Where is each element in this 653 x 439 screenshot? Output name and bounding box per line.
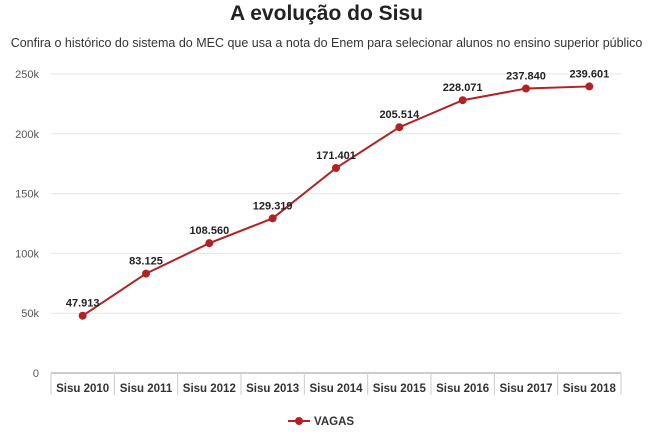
data-point[interactable] bbox=[458, 96, 467, 105]
chart-subtitle: Confira o histórico do sistema do MEC qu… bbox=[10, 36, 643, 50]
data-point[interactable] bbox=[395, 123, 404, 132]
y-tick-label: 0 bbox=[33, 368, 39, 380]
data-point[interactable] bbox=[78, 311, 87, 320]
y-tick-label: 100k bbox=[15, 248, 39, 260]
data-point[interactable] bbox=[142, 269, 150, 278]
data-point[interactable] bbox=[268, 214, 277, 223]
data-label: 239.601 bbox=[569, 68, 609, 80]
data-label: 205.514 bbox=[379, 109, 420, 121]
data-label: 228.071 bbox=[443, 82, 483, 94]
x-tick-label: Sisu 2015 bbox=[373, 383, 427, 395]
legend[interactable]: VAGAS bbox=[288, 416, 354, 428]
y-tick-label: 250k bbox=[15, 69, 39, 81]
series-line bbox=[82, 85, 590, 317]
x-tick-label: Sisu 2011 bbox=[120, 383, 173, 395]
legend-label: VAGAS bbox=[314, 416, 354, 428]
data-label: 129.319 bbox=[253, 200, 293, 212]
x-tick-label: Sisu 2016 bbox=[436, 383, 489, 395]
x-tick-label: Sisu 2010 bbox=[56, 383, 109, 395]
data-point[interactable] bbox=[332, 164, 340, 173]
legend-marker-icon bbox=[295, 417, 303, 425]
series-vagas bbox=[78, 82, 594, 320]
x-axis: Sisu 2010 Sisu 2011 Sisu 2012 Sisu 2013 Sisu… bbox=[50, 372, 622, 395]
data-label: 108.560 bbox=[189, 225, 229, 237]
data-point[interactable] bbox=[205, 239, 214, 248]
x-tick-label: Sisu 2013 bbox=[246, 383, 299, 395]
y-tick-label: 150k bbox=[15, 189, 39, 201]
x-tick-label: Sisu 2017 bbox=[499, 383, 552, 395]
data-point[interactable] bbox=[522, 84, 530, 93]
x-tick-label: Sisu 2012 bbox=[183, 383, 236, 395]
x-tick-label: Sisu 2018 bbox=[563, 383, 617, 395]
y-axis: 0 50k 100k 150k 200k 250k bbox=[15, 69, 39, 380]
y-tick-label: 200k bbox=[15, 129, 39, 141]
x-tick-label: Sisu 2014 bbox=[309, 383, 363, 395]
grid-lines bbox=[51, 73, 621, 314]
data-label: 83.125 bbox=[129, 256, 163, 268]
chart-title: A evolução do Sisu bbox=[230, 2, 423, 25]
data-labels: 47.913 83.125 108.560 129.319 171.401 205.514… bbox=[66, 68, 609, 309]
data-label: 237.840 bbox=[506, 71, 546, 83]
data-label: 47.913 bbox=[66, 298, 100, 310]
data-point[interactable] bbox=[585, 82, 594, 91]
y-tick-label: 50k bbox=[21, 308, 39, 320]
data-label: 171.401 bbox=[316, 150, 356, 162]
